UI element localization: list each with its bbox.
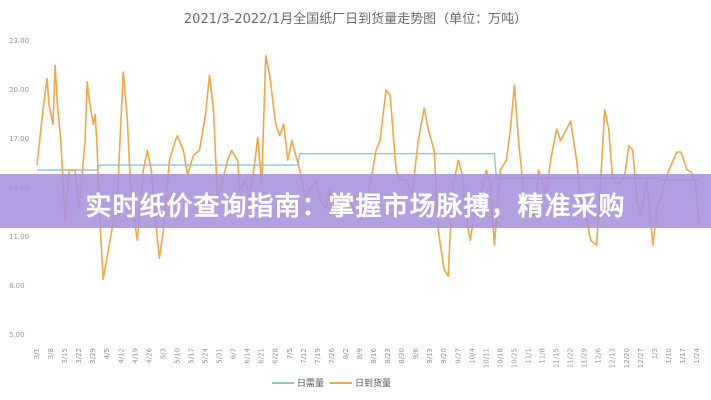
series-lines	[36, 54, 700, 281]
x-tick-label: 5/31	[216, 348, 224, 364]
x-tick-label: 8/23	[384, 348, 392, 364]
y-tick-label: 11.00	[9, 233, 29, 241]
x-tick-label: 8/9	[356, 348, 364, 359]
x-tick-label: 4/5	[103, 348, 111, 359]
overlay-banner	[0, 174, 711, 228]
legend-item-arrival[interactable]: 日到货量	[330, 376, 391, 389]
x-tick-label: 11/1	[524, 348, 532, 364]
x-tick-label: 8/2	[342, 348, 350, 359]
x-tick-label: 3/8	[47, 348, 55, 359]
x-tick-label: 3/22	[75, 348, 83, 364]
legend-label-arrival: 日到货量	[355, 379, 392, 389]
x-tick-label: 9/27	[454, 348, 462, 364]
x-tick-label: 11/22	[567, 348, 575, 368]
x-tick-label: 7/12	[300, 348, 308, 364]
x-tick-label: 10/25	[510, 348, 518, 368]
legend-swatch-demand	[272, 381, 294, 384]
x-tick-label: 3/15	[61, 348, 69, 364]
x-tick-label: 11/29	[581, 348, 589, 368]
x-tick-label: 6/21	[258, 348, 266, 364]
x-tick-label: 10/18	[496, 348, 504, 368]
x-tick-label: 11/8	[539, 348, 547, 364]
x-tick-label: 1/24	[693, 347, 701, 363]
x-tick-label: 6/7	[230, 348, 238, 359]
chart-title: 2021/3-2022/1月全国纸厂日到货量走势图（单位：万吨）	[183, 12, 528, 27]
arrival-series-line	[36, 54, 700, 281]
x-tick-label: 1/17	[679, 348, 687, 364]
x-tick-label: 5/3	[159, 348, 167, 359]
legend-item-demand[interactable]: 日需量	[272, 376, 324, 389]
x-tick-label: 5/17	[187, 348, 195, 364]
x-tick-label: 4/19	[131, 348, 139, 364]
legend: 日需量 日到货量	[272, 376, 391, 389]
y-tick-label: 17.00	[9, 135, 29, 143]
x-tick-label: 12/13	[609, 348, 617, 368]
x-tick-label: 3/1	[33, 348, 41, 359]
x-tick-label: 7/5	[286, 348, 294, 359]
x-tick-label: 9/6	[412, 347, 420, 359]
x-tick-label: 5/10	[173, 348, 181, 364]
x-tick-label: 8/16	[370, 347, 378, 363]
x-tick-label: 7/26	[328, 347, 336, 363]
banner-headline: 实时纸价查询指南：掌握市场脉搏，精准采购	[85, 192, 626, 222]
y-tick-label: 5.00	[9, 331, 25, 339]
x-tick-label: 12/20	[623, 348, 631, 368]
x-tick-label: 7/19	[314, 348, 322, 364]
x-tick-label: 11/15	[553, 348, 561, 368]
x-tick-label: 4/26	[145, 347, 153, 363]
y-tick-label: 8.00	[9, 282, 25, 290]
x-tick-label: 9/20	[440, 348, 448, 364]
y-tick-label: 20.00	[9, 86, 29, 94]
x-tick-label: 12/6	[595, 347, 603, 363]
x-tick-label: 3/29	[89, 348, 97, 364]
x-tick-label: 6/14	[244, 347, 252, 363]
x-tick-label: 10/11	[482, 348, 490, 368]
legend-label-demand: 日需量	[297, 379, 325, 389]
x-tick-label: 4/12	[117, 348, 125, 364]
x-tick-label: 6/28	[272, 348, 280, 364]
legend-swatch-arrival	[330, 381, 353, 384]
x-tick-label: 9/13	[426, 348, 434, 364]
x-axis: 3/1 3/8 3/15 3/22 3/29 4/5 4/12 4/19 4/26 5/3 5/10…	[33, 347, 701, 368]
x-tick-label: 1/3	[651, 348, 659, 359]
x-tick-label: 1/10	[665, 348, 673, 364]
x-tick-label: 10/4	[468, 347, 476, 363]
x-tick-label: 12/27	[637, 348, 645, 368]
x-tick-label: 8/30	[398, 348, 406, 364]
y-tick-label: 23.00	[9, 37, 29, 45]
x-tick-label: 5/24	[202, 347, 210, 363]
